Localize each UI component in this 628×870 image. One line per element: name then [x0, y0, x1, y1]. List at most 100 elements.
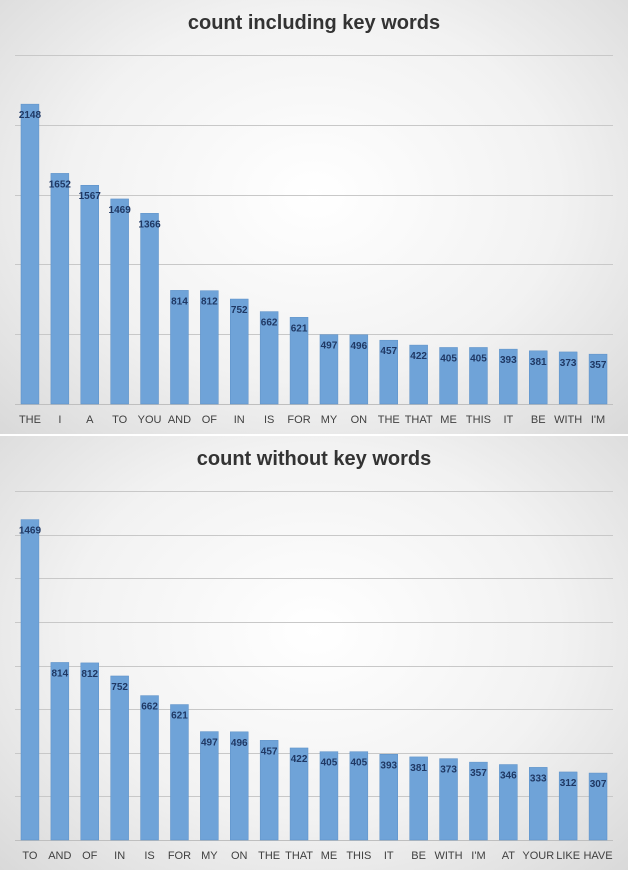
- bar: [319, 334, 339, 405]
- bar: [110, 675, 129, 841]
- bar: [140, 695, 159, 841]
- bar: [499, 348, 518, 405]
- x-tick-label: I'M: [471, 850, 485, 862]
- data-label: 393: [500, 355, 517, 366]
- data-label: 381: [410, 763, 427, 774]
- x-tick-label: IT: [503, 414, 513, 426]
- bar: [80, 662, 99, 841]
- bar: [409, 756, 428, 841]
- bar: [558, 771, 578, 841]
- x-tick-label: HAVE: [583, 850, 612, 862]
- bar: [499, 764, 518, 841]
- bar-chart-including-key-words: 2148 THE 1652 I 1567 A 1469 TO 1366 YOU 814 AND 812 O…: [15, 55, 613, 426]
- x-tick-label: IN: [234, 414, 245, 426]
- x-tick-label: OF: [82, 850, 98, 862]
- x-tick-label: THIS: [466, 414, 491, 426]
- bar: [110, 198, 129, 405]
- data-label: 812: [81, 669, 98, 680]
- data-label: 496: [351, 341, 368, 352]
- x-tick-label: TO: [22, 850, 38, 862]
- bar: [588, 353, 608, 405]
- bar: [170, 704, 189, 841]
- bar: [349, 751, 369, 841]
- x-tick-label: FOR: [287, 414, 310, 426]
- bar: [230, 731, 249, 841]
- bar: [289, 747, 309, 841]
- data-label: 373: [440, 765, 457, 776]
- data-label: 812: [201, 297, 218, 308]
- bar: [140, 213, 159, 405]
- x-tick-label: YOU: [138, 414, 162, 426]
- data-label: 405: [470, 353, 487, 364]
- x-tick-label: AT: [502, 850, 516, 862]
- bar: [200, 731, 219, 841]
- bar: [289, 317, 309, 405]
- data-label: 405: [321, 758, 338, 769]
- bar: [259, 311, 279, 405]
- data-label: 381: [530, 357, 547, 368]
- x-tick-label: THE: [378, 414, 400, 426]
- x-tick-label: THE: [19, 414, 41, 426]
- x-tick-label: OF: [202, 414, 218, 426]
- x-tick-label: MY: [321, 414, 338, 426]
- bar: [230, 298, 249, 405]
- data-label: 357: [590, 360, 607, 371]
- x-tick-label: IS: [144, 850, 154, 862]
- bar: [439, 758, 458, 841]
- bar: [50, 173, 70, 405]
- data-label: 1567: [79, 191, 102, 202]
- x-tick-label: YOUR: [522, 850, 554, 862]
- bar-chart-without-key-words: 1469 TO 814 AND 812 OF 752 IN 662 IS 621 FOR 497 MY 49…: [15, 491, 613, 862]
- chart-panel-without-key-words: count without key words 1469 TO 814 AND 812 O…: [0, 436, 628, 870]
- x-tick-label: WITH: [434, 850, 462, 862]
- bar: [319, 751, 339, 841]
- x-tick-label: AND: [168, 414, 191, 426]
- data-label: 393: [380, 760, 397, 771]
- x-tick-label: FOR: [168, 850, 191, 862]
- x-tick-label: THAT: [285, 850, 313, 862]
- x-tick-label: THE: [258, 850, 280, 862]
- bar: [588, 772, 608, 841]
- x-tick-label: AND: [48, 850, 71, 862]
- x-tick-label: I: [58, 414, 61, 426]
- data-label: 422: [410, 351, 427, 362]
- data-label: 752: [111, 682, 128, 693]
- bar: [529, 350, 548, 405]
- bar: [529, 767, 548, 841]
- bar: [379, 754, 398, 841]
- data-label: 1469: [109, 205, 132, 216]
- data-label: 497: [201, 738, 218, 749]
- chart-title: count without key words: [196, 448, 432, 470]
- data-label: 457: [261, 746, 278, 757]
- data-label: 496: [231, 738, 248, 749]
- x-tick-label: IN: [114, 850, 125, 862]
- data-label: 333: [530, 773, 547, 784]
- bar: [170, 290, 189, 405]
- data-label: 346: [500, 771, 517, 782]
- data-label: 662: [141, 702, 158, 713]
- data-label: 621: [171, 711, 188, 722]
- x-tick-label: A: [86, 414, 94, 426]
- data-label: 457: [380, 346, 397, 357]
- bar: [80, 184, 99, 405]
- x-tick-label: ON: [231, 850, 248, 862]
- data-label: 814: [52, 668, 69, 679]
- bar: [379, 339, 398, 405]
- x-tick-label: ON: [351, 414, 368, 426]
- data-label: 357: [470, 768, 487, 779]
- data-label: 1366: [138, 219, 161, 230]
- x-tick-label: I'M: [591, 414, 605, 426]
- x-tick-label: IS: [264, 414, 274, 426]
- x-tick-label: ME: [440, 414, 457, 426]
- x-tick-label: ME: [321, 850, 338, 862]
- data-label: 621: [291, 323, 308, 334]
- x-tick-label: BE: [531, 414, 546, 426]
- bar: [439, 347, 458, 405]
- bar: [50, 662, 70, 841]
- x-tick-label: IT: [384, 850, 394, 862]
- x-tick-label: TO: [112, 414, 128, 426]
- data-label: 662: [261, 318, 278, 329]
- bar: [469, 761, 488, 841]
- bar: [558, 351, 578, 405]
- bar: [200, 290, 219, 405]
